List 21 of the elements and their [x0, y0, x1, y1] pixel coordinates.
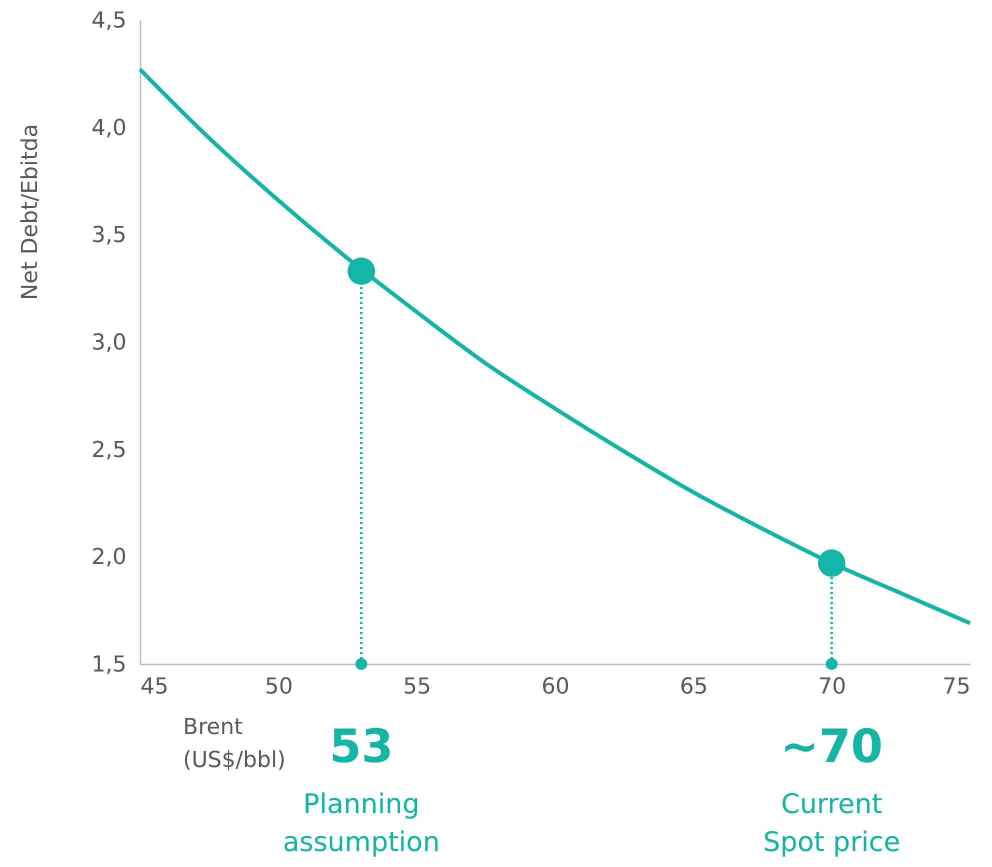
text: Planning assumption: [282, 789, 440, 858]
y-tick-label: 4,0: [92, 116, 126, 141]
y-tick-label: 2,5: [92, 438, 126, 463]
x-tick-label: 45: [140, 674, 168, 700]
y-tick-label: 2,0: [92, 545, 126, 570]
x-tick-label: 55: [403, 674, 432, 700]
y-tick-label: 1,5: [92, 652, 126, 678]
line-series: [138, 67, 972, 626]
x-tick-label: 70: [818, 674, 846, 700]
y-tick-label: 4,5: [92, 8, 126, 34]
y-tick-label: 3,0: [92, 330, 126, 356]
y-axis-title: Net Debt/Ebitda: [18, 124, 43, 300]
text: 53: [329, 719, 394, 773]
x-tick-label: 60: [542, 674, 570, 700]
x-tick-label: 65: [680, 674, 708, 700]
y-tick-label: 3,5: [92, 223, 126, 248]
text: ~70: [780, 719, 883, 773]
x-axis-title: Brent (US$/bbl): [183, 715, 286, 773]
x-tick-label: 75: [942, 674, 970, 700]
text: Current Spot price: [763, 789, 900, 858]
x-tick-label: 50: [264, 674, 293, 700]
